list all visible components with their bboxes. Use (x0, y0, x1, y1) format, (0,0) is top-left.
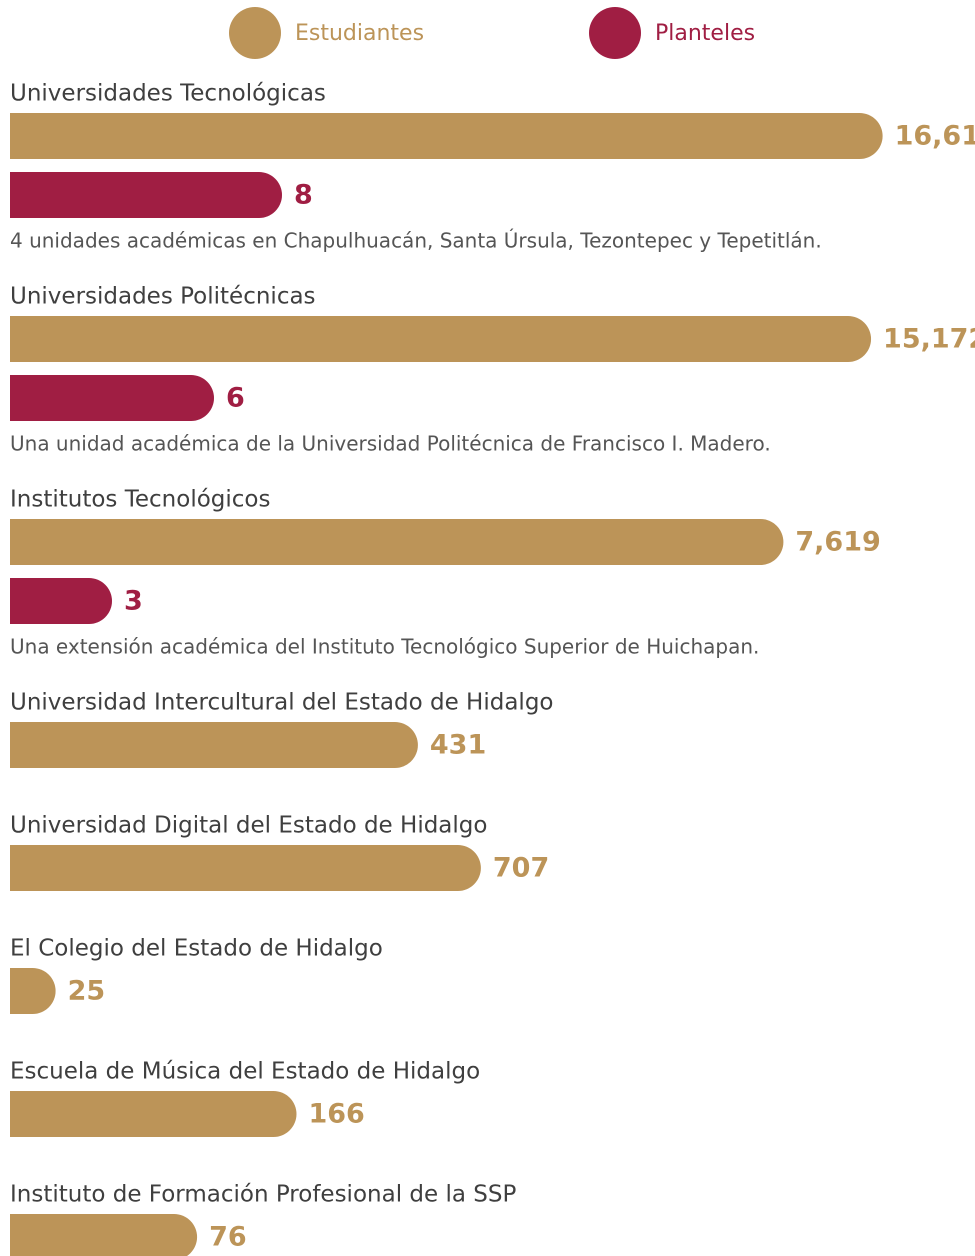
category-label: Escuela de Música del Estado de Hidalgo (10, 1059, 480, 1085)
value-label: 431 (430, 730, 486, 761)
value-label: 25 (68, 976, 106, 1007)
value-label: 8 (294, 180, 313, 211)
value-label: 76 (209, 1222, 247, 1253)
bar (10, 722, 418, 768)
category-label: Institutos Tecnológicos (10, 487, 270, 513)
bar (10, 316, 872, 362)
value-label: 166 (308, 1099, 364, 1130)
category-label: Universidad Intercultural del Estado de … (10, 690, 554, 716)
legend-label: Planteles (655, 21, 755, 46)
bar (10, 519, 784, 565)
bar (10, 113, 883, 159)
bar (10, 172, 282, 218)
legend-label: Estudiantes (295, 21, 424, 46)
note: Una unidad académica de la Universidad P… (10, 432, 771, 456)
category-label: Universidad Digital del Estado de Hidalg… (10, 813, 487, 839)
legend-swatch (589, 7, 641, 59)
value-label: 16,615 (895, 121, 975, 152)
value-label: 6 (226, 383, 245, 414)
bar (10, 375, 214, 421)
value-label: 707 (493, 853, 549, 884)
bar (10, 1091, 297, 1137)
category-label: Universidades Politécnicas (10, 284, 316, 310)
category-label: Universidades Tecnológicas (10, 81, 326, 107)
category-label: Instituto de Formación Profesional de la… (10, 1182, 516, 1208)
value-label: 15,172 (883, 324, 975, 355)
value-label: 7,619 (795, 527, 880, 558)
bar (10, 845, 481, 891)
bar (10, 578, 112, 624)
note: Una extensión académica del Instituto Te… (10, 635, 759, 659)
bar (10, 1214, 197, 1256)
value-label: 3 (124, 586, 143, 617)
bar (10, 968, 56, 1014)
legend-swatch (229, 7, 281, 59)
note: 4 unidades académicas en Chapulhuacán, S… (10, 229, 822, 253)
category-label: El Colegio del Estado de Hidalgo (10, 936, 383, 962)
